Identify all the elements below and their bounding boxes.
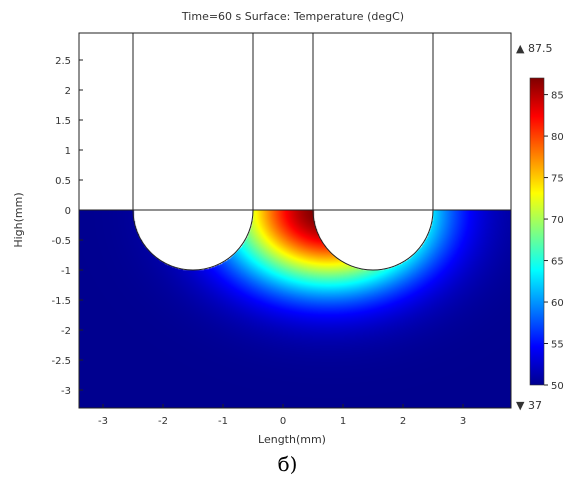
y-tick-label: 0.5 (55, 176, 71, 187)
temperature-chart: Time=60 s Surface: Temperature (degC) -3… (12, 10, 564, 446)
y-tick-label: 2.5 (55, 56, 71, 67)
x-axis-label: Length(mm) (258, 433, 326, 446)
temperature-heatmap (79, 210, 511, 408)
plot-frame (78, 32, 512, 409)
x-tick-label: -3 (98, 416, 108, 427)
y-axis-ticks: 2.5 2 1.5 1 0.5 0 -0.5 -1 -1.5 -2 -2.5 -3 (51, 56, 83, 397)
x-tick-label: 2 (400, 416, 406, 427)
chart-title: Time=60 s Surface: Temperature (degC) (181, 10, 404, 23)
colorbar-min-label: ▼ 37 (516, 399, 542, 412)
colorbar-tick-label: 55 (551, 340, 564, 351)
plot-area (79, 33, 511, 408)
x-tick-label: -2 (158, 416, 168, 427)
y-tick-label: 1.5 (55, 116, 71, 127)
colorbar-max-label: ▲ 87.5 (516, 42, 552, 55)
y-tick-label: -2.5 (51, 356, 71, 367)
colorbar: 85 80 75 70 65 60 55 50 ▲ 87.5 ▼ 37 (516, 42, 564, 412)
x-axis-ticks: -3 -2 -1 0 1 2 3 (98, 404, 466, 427)
x-tick-label: 1 (340, 416, 346, 427)
colorbar-tick-label: 85 (551, 91, 564, 102)
y-tick-label: 2 (65, 86, 71, 97)
y-tick-label: 0 (65, 206, 71, 217)
colorbar-tick-label: 65 (551, 257, 564, 268)
y-tick-label: -1.5 (51, 296, 71, 307)
colorbar-tick-label: 70 (551, 215, 564, 226)
colorbar-ticks: 85 80 75 70 65 60 55 50 (544, 91, 564, 392)
x-tick-label: -1 (218, 416, 228, 427)
colorbar-gradient (529, 77, 545, 386)
cavity-outline (312, 209, 434, 271)
colorbar-tick-label: 60 (551, 298, 564, 309)
x-tick-label: 0 (280, 416, 286, 427)
figure-caption: б) (277, 452, 298, 476)
x-tick-label: 3 (460, 416, 466, 427)
colorbar-tick-label: 75 (551, 174, 564, 185)
y-tick-label: -2 (61, 326, 71, 337)
y-tick-label: -0.5 (51, 236, 71, 247)
cavity-outline (132, 209, 254, 271)
y-tick-label: 1 (65, 146, 71, 157)
domain-boundaries (79, 33, 511, 271)
y-tick-label: -1 (61, 266, 71, 277)
colorbar-tick-label: 80 (551, 132, 564, 143)
y-axis-label: High(mm) (12, 192, 25, 247)
colorbar-tick-label: 50 (551, 381, 564, 392)
y-tick-label: -3 (61, 386, 71, 397)
